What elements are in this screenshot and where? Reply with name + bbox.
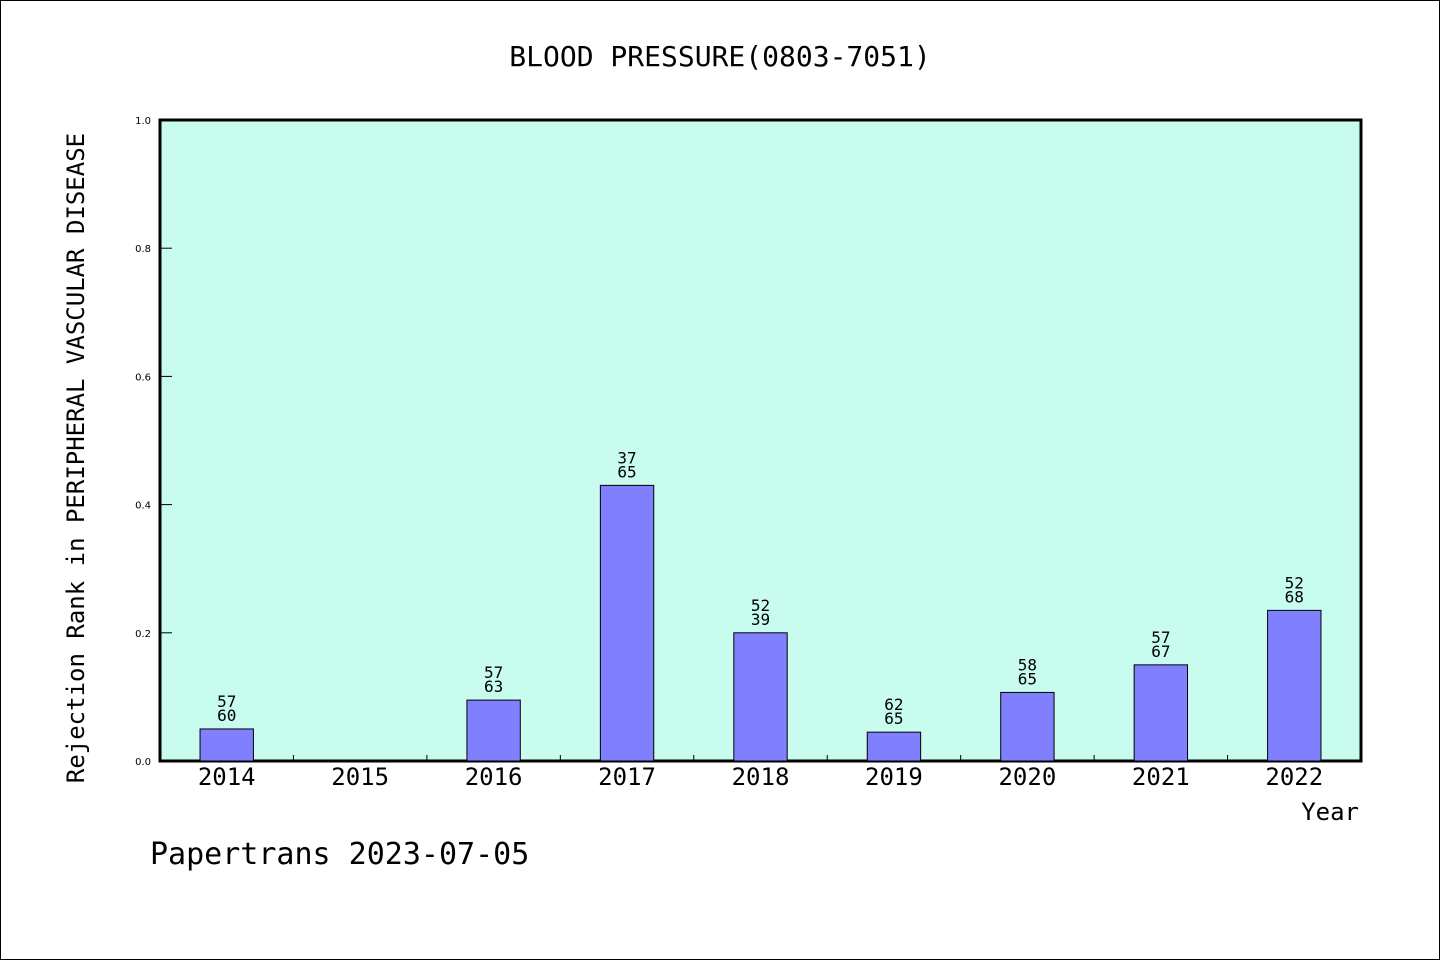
- x-tick-label-2016: 2016: [465, 763, 523, 791]
- bar-label-2019-1: 62: [884, 695, 903, 714]
- bar-2021: [1133, 664, 1189, 762]
- x-axis-label: Year: [1301, 798, 1359, 826]
- bar-2016: [466, 699, 521, 762]
- y-tick-label-0: 0.0: [135, 757, 151, 768]
- x-tick-label-2022: 2022: [1265, 763, 1323, 791]
- bar-2018: [733, 632, 788, 762]
- bar-label-2018-2: 39: [751, 610, 770, 629]
- bar-2014: [199, 728, 254, 762]
- bar-label-2020-2: 65: [1018, 669, 1037, 688]
- x-tick-label-2015: 2015: [331, 763, 389, 791]
- chart-title: BLOOD PRESSURE(0803-7051): [509, 40, 930, 73]
- bar-label-2018-1: 52: [751, 596, 770, 615]
- bar-label-2022-2: 68: [1285, 587, 1304, 606]
- y-tick-label-4: 0.8: [135, 244, 151, 255]
- x-axis: 2014 2015 2016 2017 2018 2019 2020 2021 2022: [198, 755, 1323, 791]
- bar-label-2014-2: 60: [217, 706, 236, 725]
- bar-label-2021-2: 67: [1151, 642, 1170, 661]
- x-tick-label-2019: 2019: [865, 763, 923, 791]
- bar-label-2017-1: 37: [617, 448, 636, 467]
- y-tick-label-2: 0.4: [135, 501, 151, 512]
- footer-text: Papertrans 2023-07-05: [150, 837, 529, 872]
- x-tick-label-2017: 2017: [598, 763, 656, 791]
- bar-label-2016-1: 57: [484, 663, 503, 682]
- bars-group: [199, 484, 1322, 762]
- bar-label-2020-1: 58: [1018, 655, 1037, 674]
- y-tick-label-5: 1.0: [135, 116, 151, 127]
- x-tick-label-2021: 2021: [1132, 763, 1190, 791]
- bar-label-2021-1: 57: [1151, 628, 1170, 647]
- bar-label-2016-2: 63: [484, 677, 503, 696]
- bar-2019: [866, 731, 922, 762]
- x-tick-label-2014: 2014: [198, 763, 256, 791]
- bar-label-2017-2: 65: [617, 462, 636, 481]
- bar-label-2019-2: 65: [884, 709, 903, 728]
- bar-2020: [1000, 691, 1055, 762]
- bar-label-2022-1: 52: [1285, 573, 1304, 592]
- bar-label-2014-1: 57: [217, 692, 236, 711]
- bar-2017: [599, 484, 655, 762]
- y-tick-label-1: 0.2: [135, 629, 151, 640]
- y-axis: 0.0 0.2 0.4 0.6 0.8 1.0: [135, 116, 172, 768]
- x-tick-label-2018: 2018: [732, 763, 790, 791]
- y-axis-label: Rejection Rank in PERIPHERAL VASCULAR DI…: [62, 133, 90, 783]
- y-tick-label-3: 0.6: [135, 372, 151, 383]
- x-tick-label-2020: 2020: [998, 763, 1056, 791]
- bar-2022: [1267, 609, 1322, 762]
